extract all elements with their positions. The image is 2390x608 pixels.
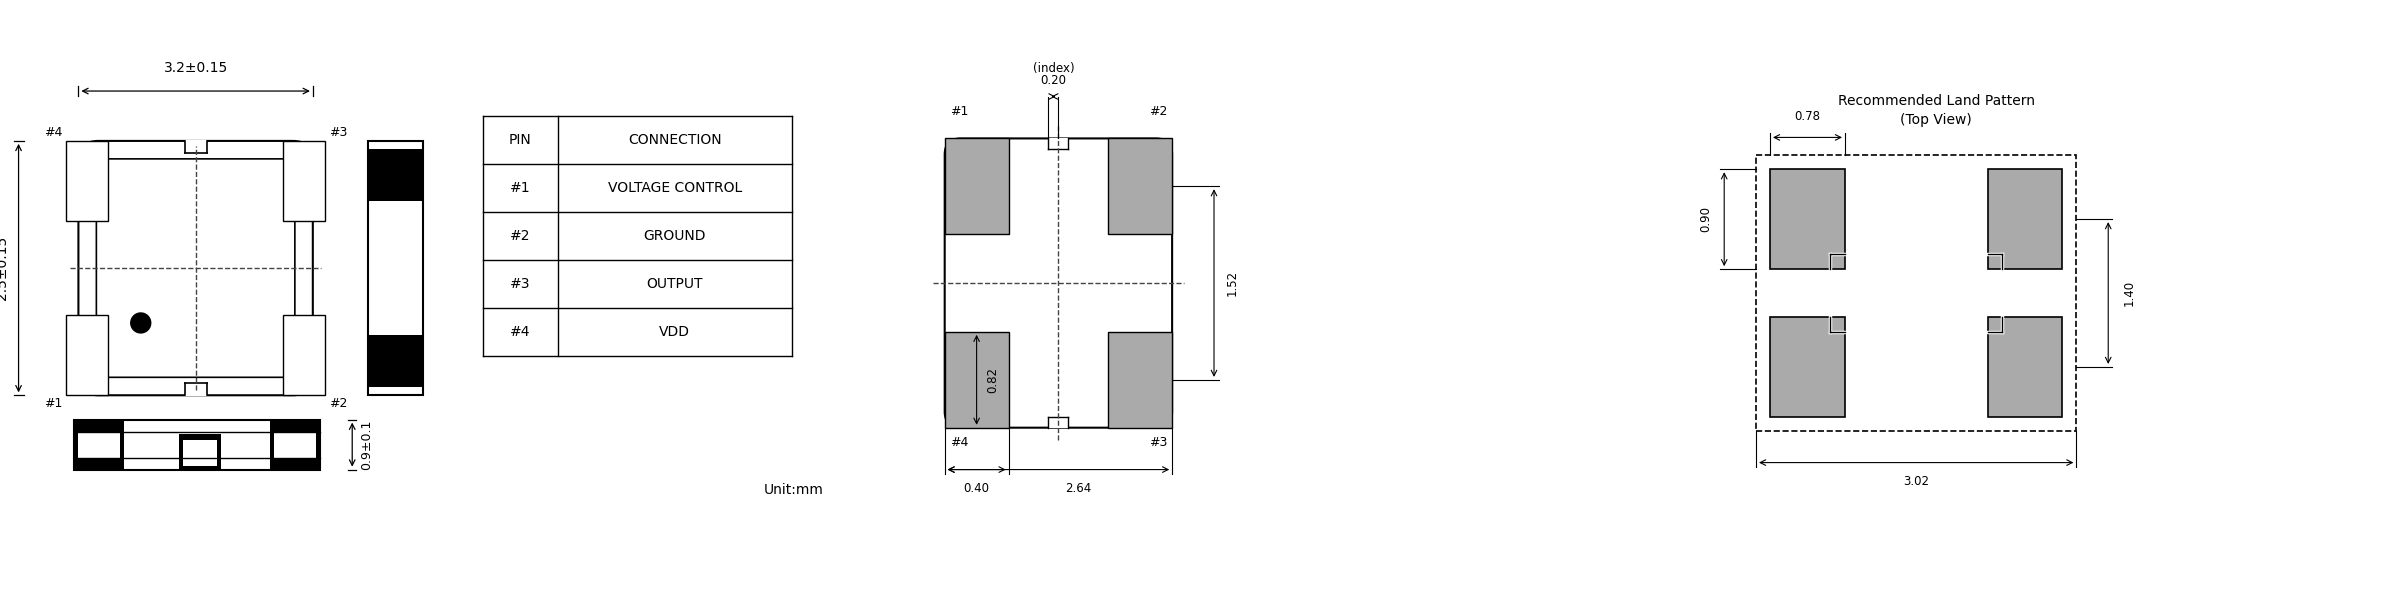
Text: #1: #1 [509, 181, 531, 195]
Bar [275, 432, 315, 458]
Text: #4: #4 [949, 436, 968, 449]
FancyBboxPatch shape [944, 139, 1171, 427]
Bar [179, 434, 220, 469]
Text: #1: #1 [43, 397, 62, 410]
Bar [1109, 139, 1171, 234]
Text: VOLTAGE CONTROL: VOLTAGE CONTROL [607, 181, 741, 195]
Bar [1771, 170, 1845, 269]
FancyBboxPatch shape [79, 141, 313, 395]
Text: VDD: VDD [660, 325, 691, 339]
Text: Unit:mm: Unit:mm [765, 483, 825, 497]
Bar [368, 149, 423, 201]
Bar [184, 140, 206, 153]
Text: #2: #2 [330, 397, 347, 410]
Text: 3.02: 3.02 [1902, 475, 1929, 488]
Text: 1.52: 1.52 [1226, 270, 1238, 296]
Bar [944, 332, 1009, 427]
Text: #2: #2 [1150, 105, 1166, 119]
Bar [1049, 416, 1068, 427]
Bar [79, 432, 120, 458]
Circle shape [131, 313, 151, 333]
Text: 0.78: 0.78 [1795, 111, 1821, 123]
Bar [67, 141, 108, 221]
Text: 2.64: 2.64 [1066, 482, 1092, 494]
Bar [1988, 317, 2063, 416]
Text: (index): (index) [1032, 61, 1073, 75]
Text: #3: #3 [330, 126, 347, 139]
Text: #3: #3 [509, 277, 531, 291]
Bar [74, 420, 320, 469]
Text: 0.40: 0.40 [963, 482, 989, 494]
Bar [182, 440, 217, 466]
Text: #4: #4 [509, 325, 531, 339]
Text: #1: #1 [949, 105, 968, 119]
Text: 0.9±0.1: 0.9±0.1 [361, 420, 373, 470]
Bar [368, 336, 423, 387]
Text: (Top View): (Top View) [1900, 114, 1972, 128]
Text: 0.90: 0.90 [1699, 206, 1711, 232]
Bar [1109, 332, 1171, 427]
Bar [1988, 170, 2063, 269]
Text: #4: #4 [43, 126, 62, 139]
Bar [1771, 317, 1845, 416]
Bar [1049, 139, 1068, 150]
Bar [1757, 156, 2077, 430]
Text: OUTPUT: OUTPUT [648, 277, 703, 291]
Text: 0.82: 0.82 [987, 367, 999, 393]
Text: GROUND: GROUND [643, 229, 705, 243]
Bar [282, 141, 325, 221]
Text: 2.5±0.15: 2.5±0.15 [0, 236, 10, 300]
Bar [184, 383, 206, 396]
Bar [368, 141, 423, 395]
Bar [74, 420, 124, 469]
Text: #2: #2 [509, 229, 531, 243]
Text: 0.20: 0.20 [1040, 74, 1066, 86]
Bar [67, 316, 108, 395]
Text: CONNECTION: CONNECTION [629, 133, 722, 147]
Text: #3: #3 [1150, 436, 1166, 449]
Text: 3.2±0.15: 3.2±0.15 [163, 61, 227, 75]
Text: Recommended Land Pattern: Recommended Land Pattern [1838, 94, 2034, 108]
Text: 1.40: 1.40 [2122, 280, 2134, 306]
Bar [270, 420, 320, 469]
FancyBboxPatch shape [96, 159, 294, 378]
Bar [282, 316, 325, 395]
Text: PIN: PIN [509, 133, 531, 147]
Bar [944, 139, 1009, 234]
